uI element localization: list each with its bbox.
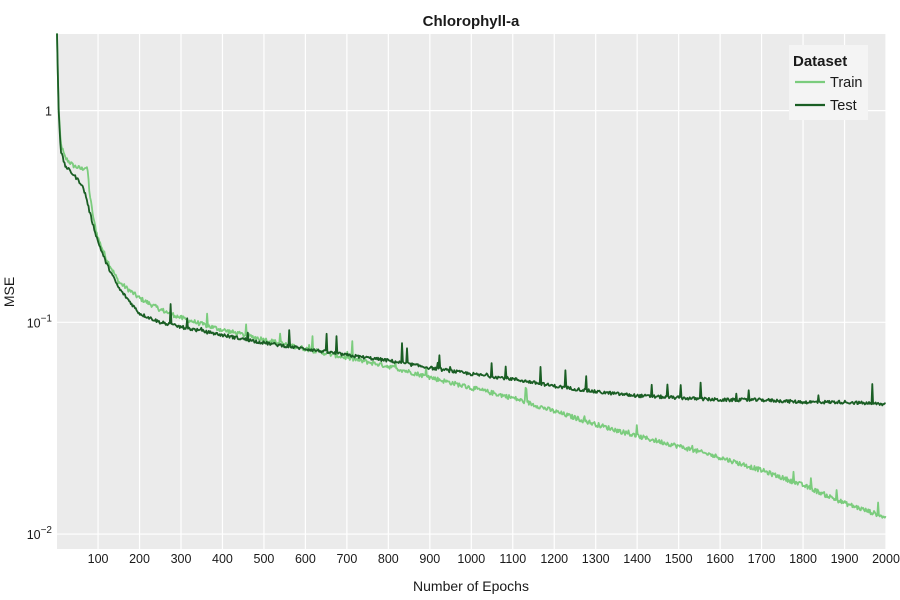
- x-tick-label: 1300: [582, 552, 610, 566]
- x-tick-label: 1400: [623, 552, 651, 566]
- x-tick-label: 1900: [831, 552, 859, 566]
- legend-label-test: Test: [830, 98, 857, 114]
- x-tick-label: 200: [129, 552, 150, 566]
- series-line-train: [56, 33, 887, 519]
- grid: [57, 34, 887, 549]
- x-tick-label: 1600: [706, 552, 734, 566]
- legend: Dataset Train Test: [789, 45, 868, 120]
- x-tick-label: 1000: [457, 552, 485, 566]
- x-tick-label: 700: [336, 552, 357, 566]
- series-lines: [56, 33, 887, 519]
- x-tick-label: 100: [88, 552, 109, 566]
- x-axis-label: Number of Epochs: [413, 578, 529, 594]
- x-tick-label: 400: [212, 552, 233, 566]
- x-tick-label: 1100: [499, 552, 526, 566]
- chart-title: Chlorophyll-a: [423, 13, 520, 30]
- x-tick-label: 1800: [789, 552, 817, 566]
- y-tick-label: 10−2: [27, 525, 53, 542]
- x-tick-label: 1500: [665, 552, 693, 566]
- legend-label-train: Train: [830, 75, 863, 91]
- y-tick-label: 10−1: [27, 313, 53, 330]
- x-tick-label: 500: [254, 552, 275, 566]
- series-line-test: [56, 33, 887, 407]
- x-tick-label: 600: [295, 552, 316, 566]
- x-tick-label: 800: [378, 552, 399, 566]
- x-tick-label: 300: [171, 552, 192, 566]
- legend-title: Dataset: [793, 53, 847, 70]
- x-tick-label: 900: [419, 552, 440, 566]
- y-tick-labels: 1 10−1 10−2: [27, 105, 53, 542]
- y-tick-label: 1: [45, 105, 52, 119]
- x-tick-label: 1200: [540, 552, 568, 566]
- x-tick-label: 2000: [872, 552, 900, 566]
- y-axis-label: MSE: [1, 277, 17, 307]
- x-tick-label: 1700: [748, 552, 776, 566]
- x-tick-labels: 100 200 300 400 500 600 700 800 900 1000 1100 1200 1…: [88, 552, 900, 566]
